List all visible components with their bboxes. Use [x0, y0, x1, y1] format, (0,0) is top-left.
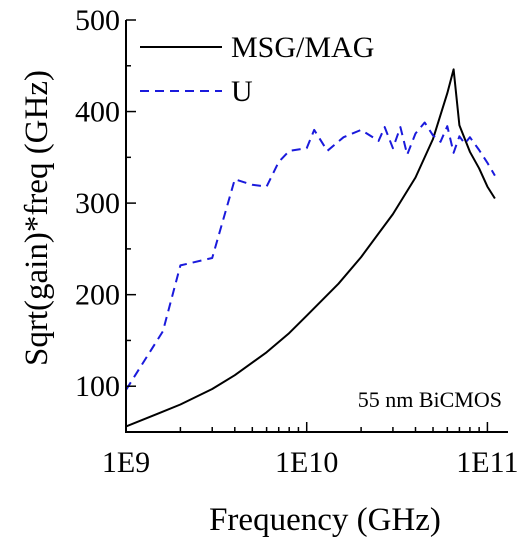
y-tick-label: 400 — [75, 96, 120, 129]
x-tick-label: 1E10 — [275, 446, 338, 479]
annotation-55nm-bicmos: 55 nm BiCMOS — [358, 387, 502, 412]
y-tick-label: 500 — [75, 4, 120, 37]
series-line-msg-mag — [125, 68, 496, 428]
legend: MSG/MAG U — [140, 31, 374, 108]
x-axis-title: Frequency (GHz) — [209, 502, 441, 538]
y-axis-title: Sqrt(gain)*freq (GHz) — [19, 70, 55, 366]
x-tick-label: 1E9 — [102, 446, 150, 479]
x-tick-label: 1E11 — [456, 446, 518, 479]
legend-label-u: U — [231, 75, 253, 108]
y-tick-label: 100 — [75, 370, 120, 403]
y-tick-label: 200 — [75, 279, 120, 312]
legend-label-msg-mag: MSG/MAG — [231, 31, 374, 64]
y-tick-label: 300 — [75, 187, 120, 220]
plot-area — [125, 68, 496, 428]
axes: 100 200 300 400 500 1E9 1E10 1E11 — [75, 4, 519, 479]
series-line-u — [125, 121, 496, 391]
